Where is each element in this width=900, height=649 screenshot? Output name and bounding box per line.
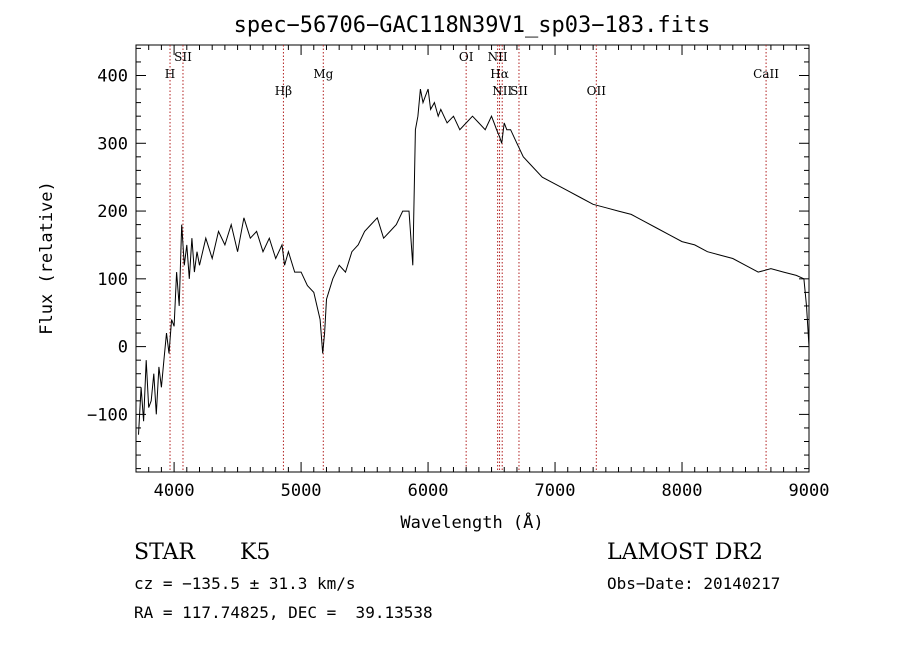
spectral-line-label: OI <box>459 50 474 64</box>
spectral-line-label: Hβ <box>275 84 292 98</box>
spectral-line-label: SII <box>174 50 192 64</box>
x-tick-label: 5000 <box>281 481 322 501</box>
spectral-line-label: SII <box>510 84 528 98</box>
x-tick-label: 7000 <box>535 481 576 501</box>
y-axis-ticks: −100 0 100 200 300 400 <box>87 47 809 470</box>
object-class: STAR <box>134 540 195 565</box>
survey-name: LAMOST DR2 <box>607 540 763 565</box>
x-tick-label: 8000 <box>662 481 703 501</box>
x-tick-label: 6000 <box>408 481 449 501</box>
chart-title: spec−56706−GAC118N39V1_sp03−183.fits <box>234 13 711 38</box>
x-axis-ticks: 4000 5000 6000 7000 8000 9000 <box>135 45 830 501</box>
object-subclass: K5 <box>240 540 271 565</box>
y-tick-label: 100 <box>97 270 128 290</box>
spectral-line-markers <box>169 45 767 472</box>
x-tick-label: 4000 <box>154 481 195 501</box>
spectral-line-label: OII <box>587 84 607 98</box>
redshift-velocity: cz = −135.5 ± 31.3 km/s <box>134 574 356 593</box>
y-tick-label: 0 <box>118 338 128 358</box>
y-tick-label: 400 <box>97 67 128 87</box>
x-axis-label: Wavelength (Å) <box>400 511 543 533</box>
y-tick-label: 300 <box>97 134 128 154</box>
spectral-line-label: Mg <box>313 67 333 81</box>
spectral-line-label: NII <box>492 84 512 98</box>
coordinates: RA = 117.74825, DEC = 39.13538 <box>134 603 433 622</box>
spectral-line-label: Hα <box>490 67 509 81</box>
spectral-line-label: CaII <box>753 67 779 81</box>
plot-frame <box>135 44 810 473</box>
spectrum-line <box>138 88 810 435</box>
spectral-line-label: NII <box>488 50 508 64</box>
x-tick-label: 9000 <box>789 481 830 501</box>
y-axis-label: Flux (relative) <box>37 181 57 335</box>
y-tick-label: 200 <box>97 202 128 222</box>
observation-date: Obs−Date: 20140217 <box>607 574 781 593</box>
y-tick-label: −100 <box>87 405 128 425</box>
spectral-line-label: H <box>165 67 175 81</box>
